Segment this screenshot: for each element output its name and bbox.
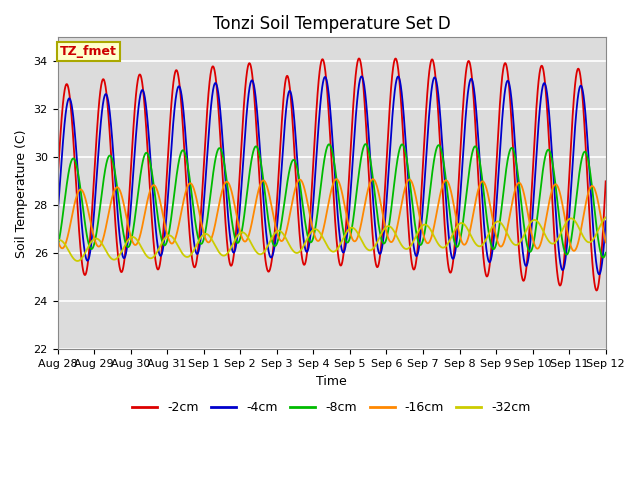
-8cm	[287, 160, 295, 166]
-4cm	[595, 272, 603, 277]
-4cm	[54, 213, 61, 219]
-8cm	[599, 255, 607, 261]
X-axis label: Time: Time	[316, 374, 347, 387]
-16cm	[264, 186, 271, 192]
-4cm	[116, 237, 124, 242]
-8cm	[591, 212, 599, 217]
Line: -2cm: -2cm	[58, 59, 605, 290]
-4cm	[591, 250, 599, 255]
Line: -4cm: -4cm	[58, 76, 605, 275]
-16cm	[602, 240, 609, 245]
-4cm	[148, 186, 156, 192]
-4cm	[532, 158, 540, 164]
Line: -32cm: -32cm	[58, 217, 605, 261]
-4cm	[287, 93, 295, 98]
-32cm	[288, 246, 296, 252]
-2cm	[593, 288, 600, 293]
-8cm	[116, 207, 124, 213]
-2cm	[287, 104, 295, 109]
-8cm	[362, 141, 369, 147]
-32cm	[602, 215, 609, 220]
-2cm	[264, 268, 271, 274]
-2cm	[116, 266, 124, 272]
-2cm	[355, 56, 363, 61]
-2cm	[532, 110, 540, 116]
Title: Tonzi Soil Temperature Set D: Tonzi Soil Temperature Set D	[212, 15, 451, 33]
-32cm	[54, 238, 61, 243]
-32cm	[264, 243, 272, 249]
-16cm	[570, 248, 578, 254]
-32cm	[149, 255, 157, 261]
-2cm	[148, 227, 156, 233]
-8cm	[602, 250, 609, 256]
-16cm	[591, 188, 599, 193]
-8cm	[148, 174, 156, 180]
-16cm	[287, 203, 295, 209]
-4cm	[264, 243, 271, 249]
-2cm	[602, 179, 609, 184]
-16cm	[532, 245, 540, 251]
Y-axis label: Soil Temperature (C): Soil Temperature (C)	[15, 129, 28, 258]
-16cm	[369, 176, 377, 182]
Legend: -2cm, -4cm, -8cm, -16cm, -32cm: -2cm, -4cm, -8cm, -16cm, -32cm	[127, 396, 536, 419]
-16cm	[148, 183, 156, 189]
Line: -8cm: -8cm	[58, 144, 605, 258]
-4cm	[602, 218, 609, 224]
-8cm	[264, 213, 271, 218]
-16cm	[54, 237, 61, 242]
-8cm	[532, 224, 540, 230]
-2cm	[591, 284, 599, 289]
-32cm	[74, 258, 81, 264]
-4cm	[358, 73, 365, 79]
-16cm	[116, 188, 124, 193]
-32cm	[591, 233, 599, 239]
Text: TZ_fmet: TZ_fmet	[60, 45, 117, 58]
-32cm	[532, 217, 540, 223]
-8cm	[54, 244, 61, 250]
-32cm	[116, 251, 124, 257]
Line: -16cm: -16cm	[58, 179, 605, 251]
-2cm	[54, 179, 61, 184]
